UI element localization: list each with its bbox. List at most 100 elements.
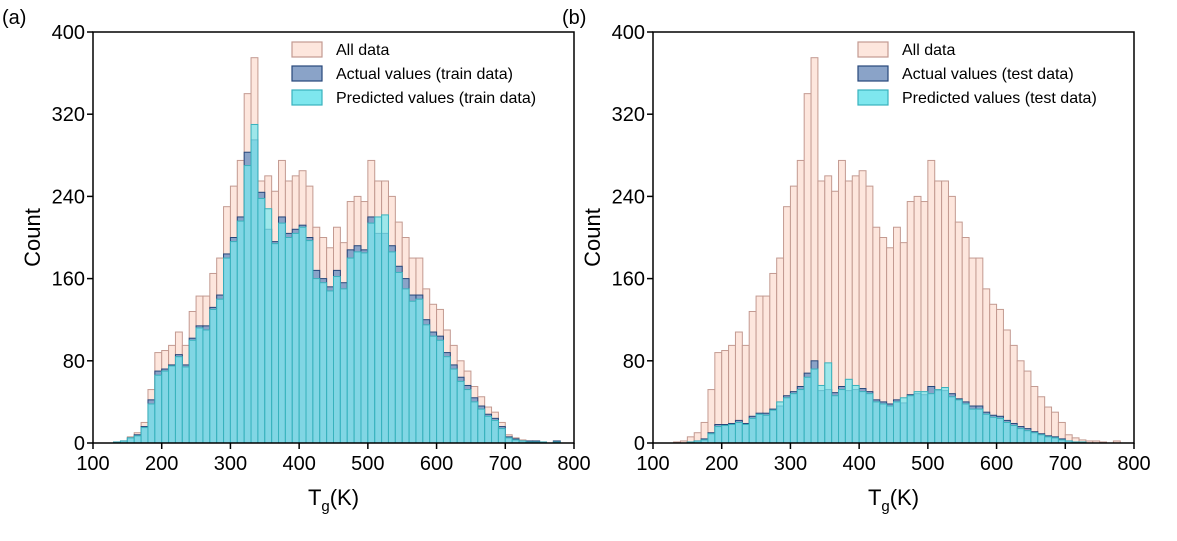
hist-bar: [810, 368, 819, 444]
hist-bar: [394, 271, 403, 444]
hist-bar: [741, 424, 750, 444]
hist-bar: [278, 222, 286, 444]
hist-bar: [463, 389, 472, 444]
hist-bar: [202, 329, 211, 444]
hist-bar: [796, 389, 805, 444]
hist-bar: [264, 208, 273, 444]
panel: 0 80 160 240 320 400 100 200 300 400 500 600 700 800 C…: [2, 7, 591, 515]
hist-bar: [401, 288, 410, 444]
hist-bar: [284, 237, 293, 444]
y-tick-label: 160: [52, 269, 85, 291]
x-tick-label: 500: [911, 453, 944, 475]
x-label-unit: (K): [890, 485, 919, 510]
hist-bar: [168, 365, 176, 444]
hist-bar: [298, 226, 307, 444]
hist-bar: [734, 421, 743, 444]
legend-label: Actual values (train data): [336, 66, 513, 83]
hist-bar: [989, 416, 998, 444]
hist-bar: [367, 222, 376, 444]
x-tick-label: 300: [774, 453, 807, 475]
y-tick-label: 320: [612, 104, 645, 126]
legend-swatch: [857, 89, 889, 106]
hist-bar: [429, 335, 438, 444]
hist-bar: [422, 324, 431, 444]
legend-label: Predicted values (train data): [336, 90, 536, 107]
x-tick-label: 800: [1117, 453, 1150, 475]
plot-frame: [92, 31, 575, 444]
legend-label: All data: [902, 42, 955, 59]
x-tick-label: 600: [980, 453, 1013, 475]
hist-bar: [1009, 425, 1018, 444]
series: [673, 57, 1121, 444]
hist-bar: [906, 395, 915, 444]
hist-bar: [470, 401, 479, 444]
hist-bar: [223, 257, 231, 444]
panel-label: (b): [562, 7, 586, 29]
x-tick-label: 200: [145, 453, 178, 475]
legend-swatch: [857, 41, 889, 58]
legend-label: Predicted values (test data): [902, 90, 1097, 107]
hist-bar: [707, 433, 716, 444]
hist-bar: [181, 366, 190, 444]
hist-bar: [789, 393, 798, 444]
hist-bar: [831, 395, 840, 444]
hist-bar: [1023, 430, 1032, 444]
hist-bar: [721, 425, 730, 444]
hist-bar: [216, 298, 225, 444]
hist-bar: [947, 396, 956, 444]
hist-bar: [126, 437, 135, 444]
hist-bar: [961, 403, 970, 444]
x-tick-label: 200: [705, 453, 738, 475]
hist-bar: [497, 428, 506, 444]
hist-bar: [872, 401, 881, 444]
hist-bar: [243, 165, 252, 444]
hist-bar: [748, 417, 757, 444]
x-tick-label: 100: [76, 453, 109, 475]
hist-bar: [291, 232, 300, 444]
x-tick-label: 400: [842, 453, 875, 475]
hist-bar: [1051, 437, 1059, 444]
hist-bar: [161, 370, 170, 444]
hist-bar: [154, 374, 163, 444]
hist-bar: [305, 240, 314, 444]
x-label-main: T: [868, 485, 881, 510]
hist-bar: [954, 399, 963, 444]
hist-bar: [312, 278, 321, 444]
hist-bar: [484, 415, 493, 444]
hist-bar: [174, 356, 183, 444]
y-tick-label: 400: [612, 22, 645, 44]
hist-bar: [851, 384, 860, 444]
x-tick-label: 700: [1049, 453, 1082, 475]
hist-bar: [449, 368, 458, 444]
x-label-main: T: [308, 485, 321, 510]
hist-bar: [326, 290, 334, 444]
y-tick-label: 80: [63, 351, 85, 373]
hist-bar: [982, 413, 991, 444]
legend-label: All data: [336, 42, 389, 59]
x-tick-label: 100: [636, 453, 669, 475]
hist-bar: [140, 427, 149, 444]
x-tick-label: 600: [420, 453, 453, 475]
hist-bar: [728, 424, 736, 444]
hist-bar: [250, 123, 259, 444]
hist-bar: [755, 413, 764, 444]
hist-bar: [769, 409, 778, 444]
hist-bar: [353, 251, 362, 444]
legend-swatch: [291, 41, 323, 58]
y-tick-label: 320: [52, 104, 85, 126]
hist-bar: [339, 288, 348, 444]
legend-label: Actual values (test data): [902, 66, 1074, 83]
hist-bar: [346, 257, 355, 444]
hist-bar: [236, 220, 245, 444]
hist-bar: [147, 403, 156, 444]
hist-bar: [783, 397, 791, 444]
hist-bar: [504, 437, 513, 444]
panel: 0 80 160 240 320 400 100 200 300 400 500 600 700 800 C…: [562, 7, 1151, 515]
hist-bar: [824, 362, 833, 444]
x-label-sub: g: [881, 498, 889, 515]
hist-bar: [941, 387, 949, 444]
hist-bar: [360, 252, 369, 444]
y-tick-label: 400: [52, 22, 85, 44]
hist-bar: [803, 376, 812, 444]
